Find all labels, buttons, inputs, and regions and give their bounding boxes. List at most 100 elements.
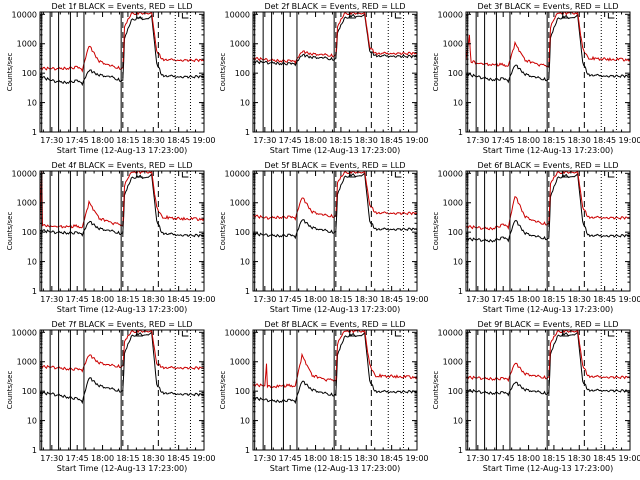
x-tick-label: 19:00 [192,295,215,304]
x-tick-label: 18:30 [142,136,165,145]
x-tick-label: 18:15 [116,136,139,145]
chart-title: Det 8f BLACK = Events, RED = LLD [264,320,405,329]
x-tick-label: 17:45 [279,295,302,304]
x-tick-label: 18:30 [568,136,591,145]
y-tick-label: 100 [22,228,37,237]
plot-frame [39,170,205,292]
y-tick-label: 1000 [443,40,463,49]
y-tick-label: 10000 [225,10,250,19]
y-tick-label: 1000 [230,40,250,49]
chart-panel-5: 1 10 100 1000 10000 17:30 17:45 18:00 18:15 18:30… [219,161,429,314]
series-lld-line [40,12,204,73]
flag-marker [349,13,356,19]
plot-frame [465,11,631,133]
y-axis-label: Counts/sec [432,53,440,92]
x-tick-label: 18:00 [517,136,540,145]
chart-title: Det 1f BLACK = Events, RED = LLD [51,2,192,11]
series-events-line [253,12,417,67]
x-tick-label: 19:00 [192,454,215,463]
x-tick-label: 17:30 [253,295,276,304]
x-tick-label: 17:30 [466,454,489,463]
x-tick-label: 17:30 [253,136,276,145]
y-tick-label: 10000 [225,328,250,337]
x-tick-label: 18:00 [91,295,114,304]
flag-marker [181,13,189,19]
x-tick-label: 19:00 [618,454,640,463]
x-tick-label: 19:00 [618,136,640,145]
series-events-line [40,172,204,238]
x-axis-label: Start Time (12-Aug-13 17:23:00) [57,305,188,314]
flag-marker [562,172,569,178]
series-events-line [466,172,630,243]
y-tick-label: 1000 [443,358,463,367]
x-tick-label: 17:45 [492,454,515,463]
plot-frame [465,329,631,451]
x-axis-label: Start Time (12-Aug-13 17:23:00) [270,305,401,314]
y-tick-label: 1000 [17,40,37,49]
x-tick-label: 18:15 [542,136,565,145]
series-lld-line [253,330,417,389]
chart-panel-7: 1 10 100 1000 10000 17:30 17:45 18:00 18:15 18:30… [6,320,216,473]
y-tick-label: 1 [245,128,250,137]
flag-marker [181,331,189,337]
y-axis-label: Counts/sec [219,53,227,92]
chart-title: Det 4f BLACK = Events, RED = LLD [51,161,192,170]
chart-title: Det 3f BLACK = Events, RED = LLD [477,2,618,11]
series-events-line [253,171,417,240]
plot-frame [252,170,418,292]
x-tick-label: 18:00 [304,454,327,463]
chart-panel-8: 1 10 100 1000 10000 17:30 17:45 18:00 18:15 18:30… [219,320,429,473]
x-tick-label: 19:00 [618,295,640,304]
y-tick-label: 100 [235,228,250,237]
y-axis-label: Counts/sec [6,53,14,92]
x-tick-label: 18:00 [304,136,327,145]
chart-panel-2: 1 10 100 1000 10000 17:30 17:45 18:00 18:15 18:30… [219,2,429,155]
flag-marker [607,331,615,337]
x-axis-label: Start Time (12-Aug-13 17:23:00) [483,146,614,155]
chart-panel-9: 1 10 100 1000 10000 17:30 17:45 18:00 18:15 18:30… [432,320,640,473]
x-tick-label: 18:45 [593,454,616,463]
flag-marker [394,172,402,178]
y-tick-label: 10000 [12,328,37,337]
y-tick-label: 10 [240,99,250,108]
chart-title: Det 2f BLACK = Events, RED = LLD [264,2,405,11]
x-tick-label: 19:00 [405,295,428,304]
y-tick-label: 100 [448,69,463,78]
x-axis-label: Start Time (12-Aug-13 17:23:00) [57,464,188,473]
y-tick-label: 100 [22,387,37,396]
plot-frame [39,329,205,451]
y-tick-label: 1000 [17,358,37,367]
x-tick-label: 19:00 [192,136,215,145]
y-axis-label: Counts/sec [432,212,440,251]
flag-marker [607,13,615,19]
y-tick-label: 100 [235,69,250,78]
y-tick-label: 100 [448,228,463,237]
series-lld-line [253,12,417,64]
y-axis-label: Counts/sec [219,371,227,410]
x-tick-label: 18:45 [380,295,403,304]
x-tick-label: 18:30 [142,295,165,304]
y-tick-label: 100 [448,387,463,396]
x-tick-label: 18:30 [568,454,591,463]
y-tick-label: 10 [453,258,463,267]
y-tick-label: 10000 [438,328,463,337]
x-tick-label: 18:30 [355,136,378,145]
x-tick-label: 17:30 [40,136,63,145]
x-tick-label: 17:45 [279,454,302,463]
x-tick-label: 18:00 [517,454,540,463]
y-tick-label: 10 [27,258,37,267]
y-tick-label: 1 [32,287,37,296]
y-tick-label: 10000 [438,169,463,178]
x-axis-label: Start Time (12-Aug-13 17:23:00) [483,464,614,473]
series-events-line [466,330,630,397]
flag-marker [607,172,615,178]
y-tick-label: 10000 [12,10,37,19]
x-tick-label: 18:30 [142,454,165,463]
flag-marker [394,331,402,337]
chart-panel-1: 1 10 100 1000 10000 17:30 17:45 18:00 18:15 18:30… [6,2,216,155]
x-tick-label: 18:45 [167,454,190,463]
flag-marker [394,13,402,19]
y-axis-label: Counts/sec [432,371,440,410]
y-tick-label: 100 [235,387,250,396]
x-tick-label: 18:45 [167,136,190,145]
